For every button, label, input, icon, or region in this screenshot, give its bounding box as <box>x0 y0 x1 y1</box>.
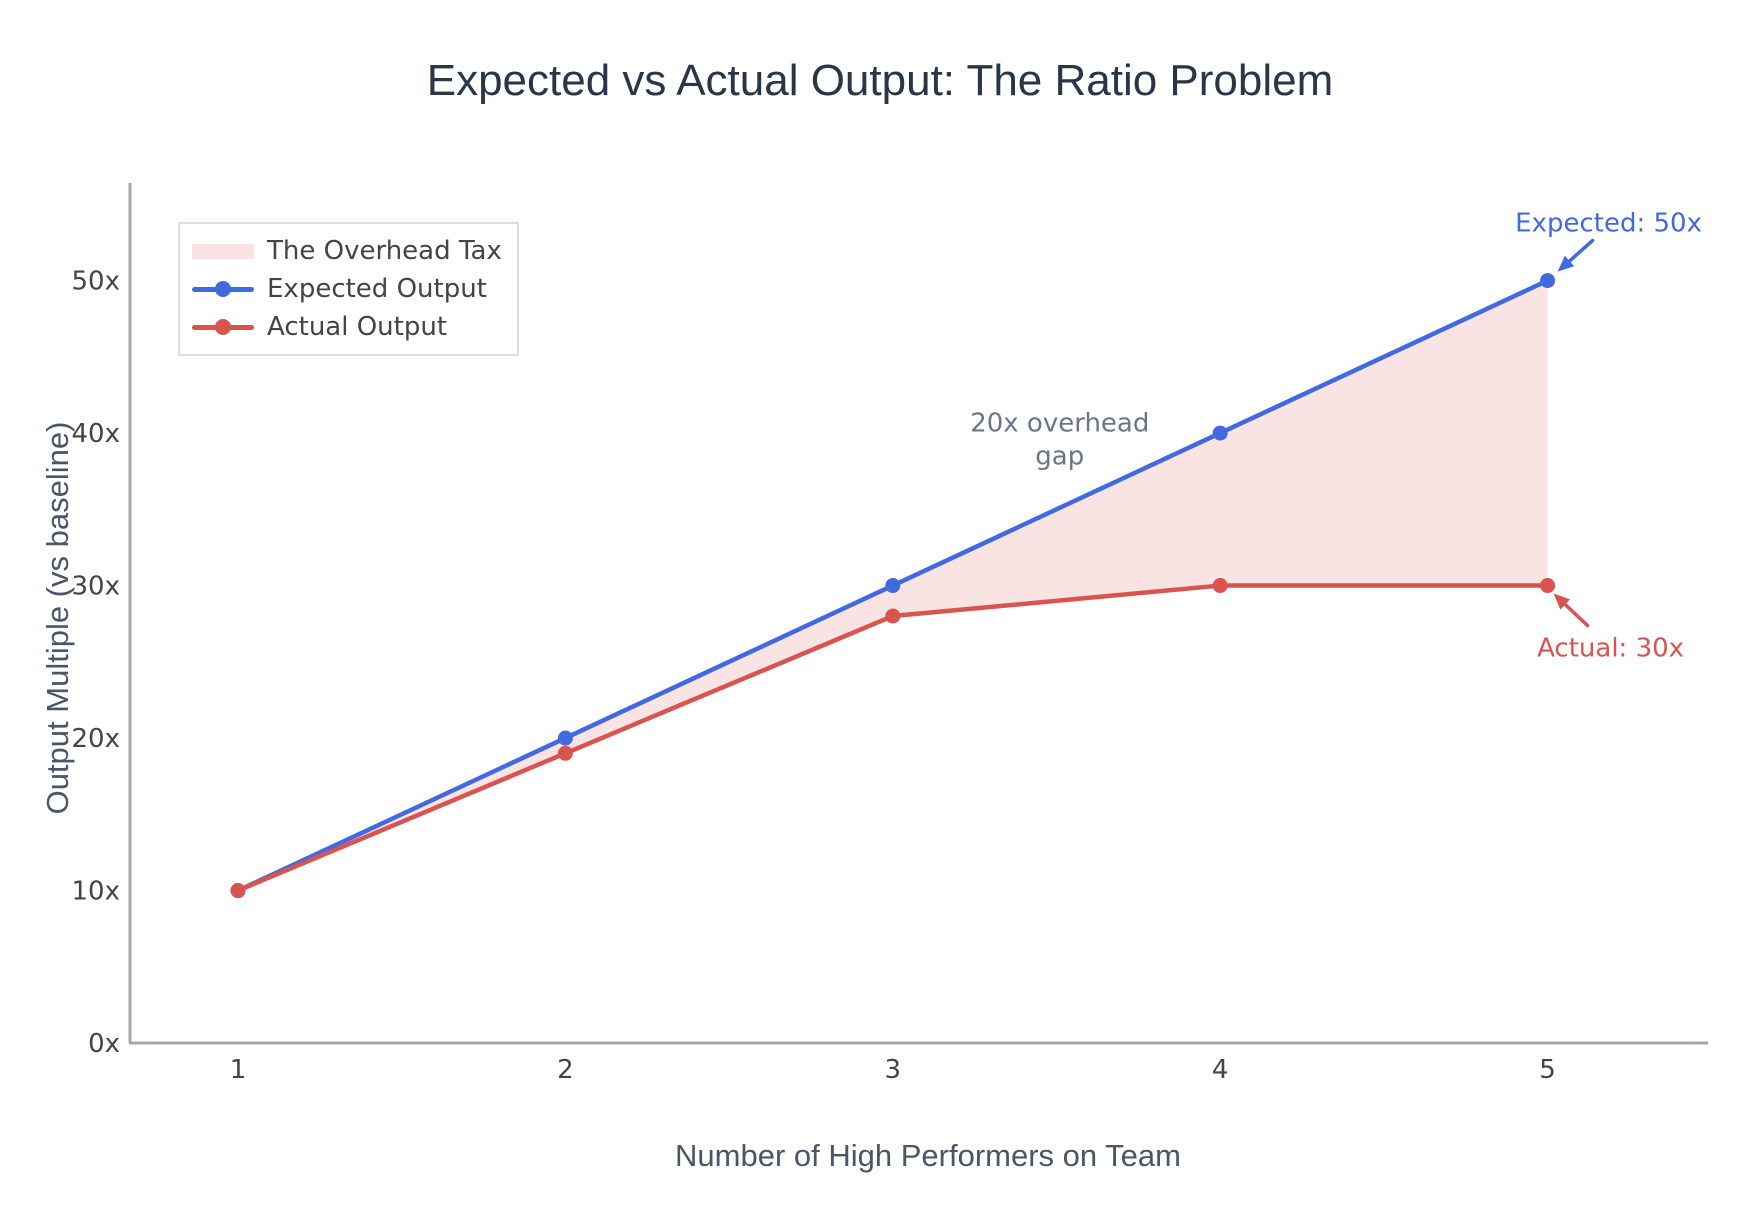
expected-output-point-3[interactable] <box>885 578 901 594</box>
legend-item-overhead-tax[interactable]: The Overhead Tax <box>192 232 507 270</box>
annotation-20x-overhead-line-2: gap <box>1035 442 1084 472</box>
x-tick-label: 2 <box>557 1055 574 1085</box>
x-tick-label: 5 <box>1539 1055 1556 1085</box>
x-tick-label: 1 <box>230 1055 247 1085</box>
expected-output-point-2[interactable] <box>557 730 573 746</box>
annotation-20x-overhead-line-1: 20x overhead <box>970 409 1149 439</box>
actual-output-point-5[interactable] <box>1540 578 1556 594</box>
annotation-expected-50x: Expected: 50x <box>1515 209 1702 239</box>
y-axis-title: Output Multiple (vs baseline) <box>40 421 75 815</box>
legend-label-expected-output: Expected Output <box>267 274 487 304</box>
x-tick-label: 3 <box>885 1055 902 1085</box>
actual-output-point-3[interactable] <box>885 608 901 624</box>
legend-item-expected-output[interactable]: Expected Output <box>192 270 507 308</box>
annotation-expected-50x-arrow-head <box>1557 255 1575 272</box>
x-tick-label: 4 <box>1212 1055 1229 1085</box>
legend-label-actual-output: Actual Output <box>267 312 448 342</box>
expected-output-point-4[interactable] <box>1212 425 1228 441</box>
annotation-actual-30x: Actual: 30x <box>1537 634 1684 664</box>
legend-item-actual-output[interactable]: Actual Output <box>192 308 507 346</box>
actual-output-line <box>235 583 1550 893</box>
overhead-tax-swatch <box>192 242 254 260</box>
y-tick-label: 20x <box>72 724 120 754</box>
y-tick-label: 10x <box>72 877 120 907</box>
actual-output-point-4[interactable] <box>1212 578 1228 594</box>
expected-output-swatch <box>192 280 254 298</box>
annotation-actual-30x-arrow-head <box>1553 593 1571 610</box>
actual-output-point-2[interactable] <box>557 745 573 761</box>
actual-output-swatch <box>192 318 254 336</box>
chart-title: Expected vs Actual Output: The Ratio Pro… <box>426 56 1334 105</box>
legend: The Overhead Tax Expected Output Actual … <box>178 222 519 356</box>
y-tick-label: 50x <box>72 267 120 297</box>
y-tick-label: 40x <box>72 419 120 449</box>
actual-output-point-1[interactable] <box>230 883 246 899</box>
legend-label-overhead-tax: The Overhead Tax <box>267 236 502 266</box>
y-tick-label: 0x <box>88 1029 120 1059</box>
expected-output-point-5[interactable] <box>1540 273 1556 289</box>
y-tick-label: 30x <box>72 572 120 602</box>
x-axis-title: Number of High Performers on Team <box>675 1138 1181 1173</box>
